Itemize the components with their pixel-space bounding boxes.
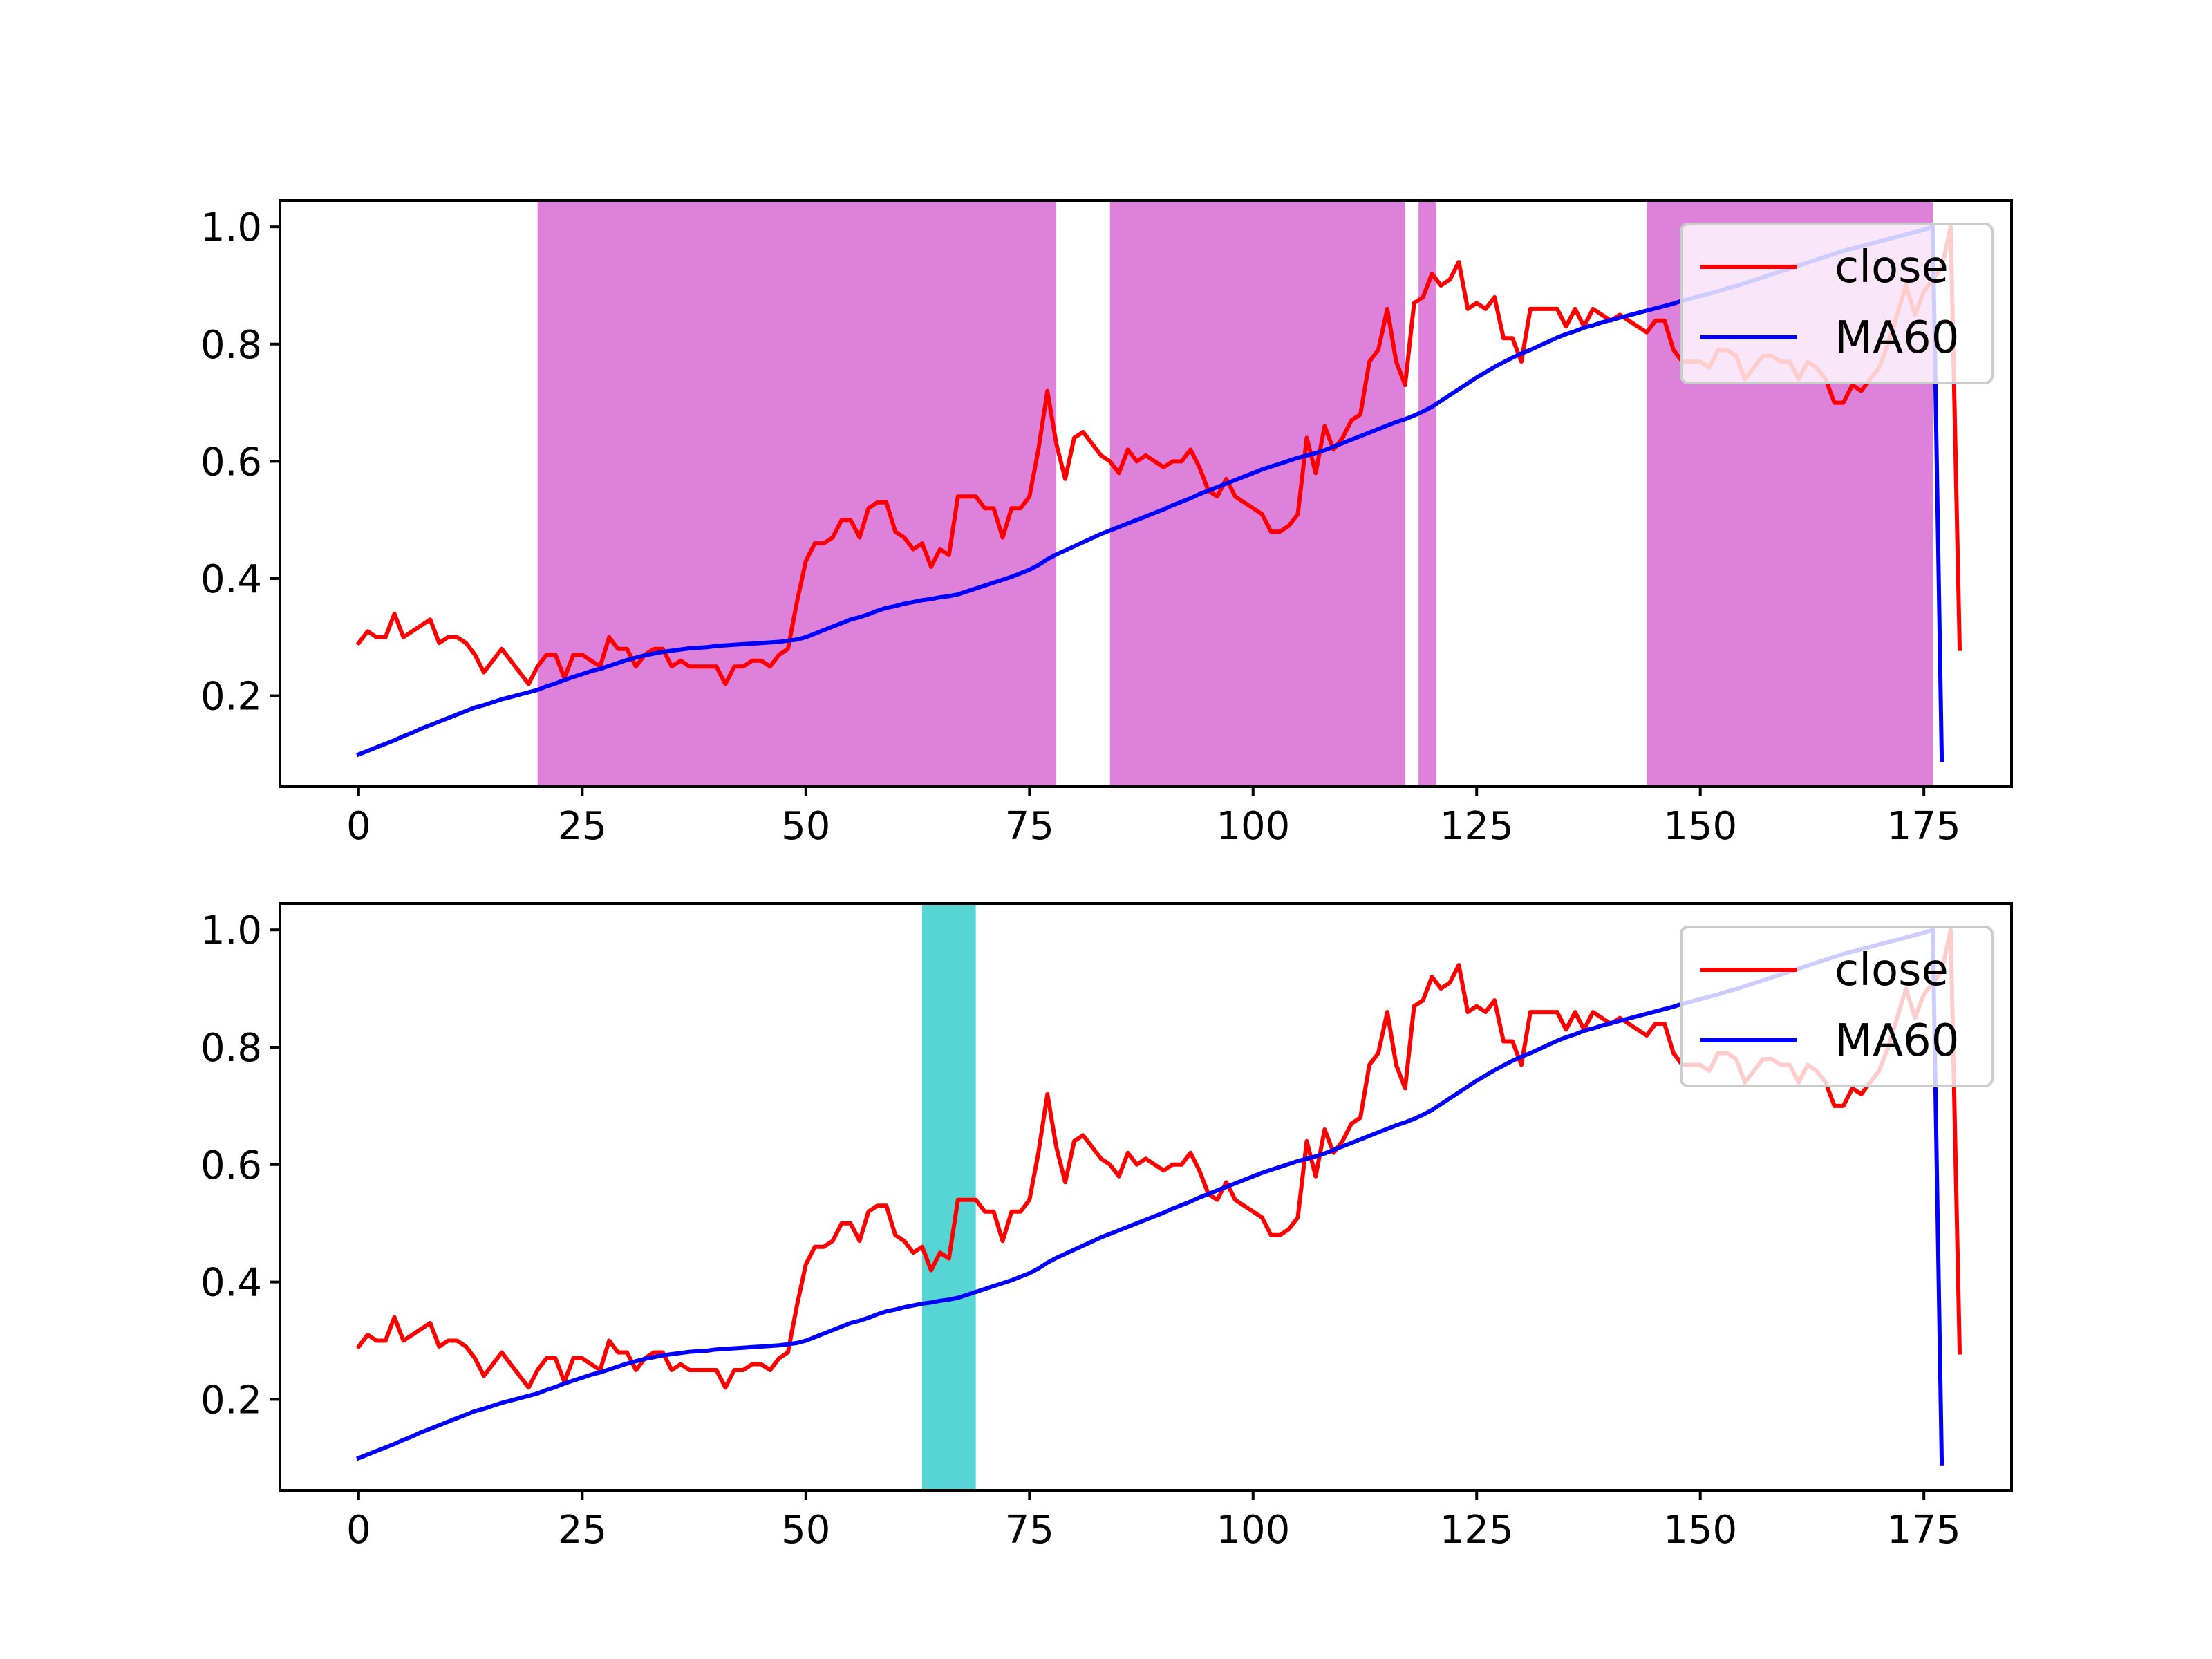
x-tick-label: 0 xyxy=(346,804,371,849)
legend-label-ma60: MA60 xyxy=(1835,1015,1959,1067)
x-tick-label: 175 xyxy=(1887,804,1961,849)
legend-box xyxy=(1680,223,1994,384)
series-line-ma60 xyxy=(356,928,1944,1466)
y-tick-label: 0.2 xyxy=(200,675,262,720)
x-tick-label: 150 xyxy=(1663,1508,1737,1553)
y-tick-label: 1.0 xyxy=(200,908,262,953)
x-tick-label: 125 xyxy=(1440,1508,1514,1553)
x-tick-label: 125 xyxy=(1440,804,1514,849)
legend-label-close: close xyxy=(1835,242,1949,293)
legend: close MA60 xyxy=(1680,926,1994,1087)
series-line-ma60 xyxy=(356,225,1944,762)
legend-box xyxy=(1680,926,1994,1087)
shaded-span-2 xyxy=(1109,200,1405,787)
x-tick-label: 50 xyxy=(781,1508,830,1553)
shaded-span-1 xyxy=(537,200,1057,787)
y-tick-label: 0.4 xyxy=(200,557,262,602)
chart-panel-1: 0 25 50 75 100 125 150 175 0.2 0.4 0.6 0.8 1.0 close M… xyxy=(200,199,2013,849)
legend-label-ma60: MA60 xyxy=(1835,312,1959,364)
legend: close MA60 xyxy=(1680,223,1994,384)
shaded-span-1 xyxy=(922,903,976,1490)
y-tick-label: 1.0 xyxy=(200,205,262,250)
axes-frame xyxy=(279,199,2013,788)
x-tick-label: 150 xyxy=(1663,804,1737,849)
y-tick-label: 0.2 xyxy=(200,1378,262,1423)
x-tick-label: 100 xyxy=(1216,804,1290,849)
chart-panel-2: 0 25 50 75 100 125 150 175 0.2 0.4 0.6 0.8 1.0 close M… xyxy=(200,902,2013,1553)
x-tick-label: 75 xyxy=(1005,804,1054,849)
axes-frame xyxy=(279,902,2013,1492)
y-tick-label: 0.4 xyxy=(200,1261,262,1306)
y-tick-label: 0.8 xyxy=(200,323,262,368)
x-tick-label: 25 xyxy=(558,804,607,849)
x-tick-label: 175 xyxy=(1887,1508,1961,1553)
x-tick-label: 100 xyxy=(1216,1508,1290,1553)
y-tick-label: 0.6 xyxy=(200,440,262,485)
x-tick-label: 50 xyxy=(781,804,830,849)
legend-label-close: close xyxy=(1835,945,1949,996)
y-tick-label: 0.6 xyxy=(200,1143,262,1188)
x-tick-label: 0 xyxy=(346,1508,371,1553)
y-tick-label: 0.8 xyxy=(200,1026,262,1071)
x-tick-label: 25 xyxy=(558,1508,607,1553)
x-tick-label: 75 xyxy=(1005,1508,1054,1553)
